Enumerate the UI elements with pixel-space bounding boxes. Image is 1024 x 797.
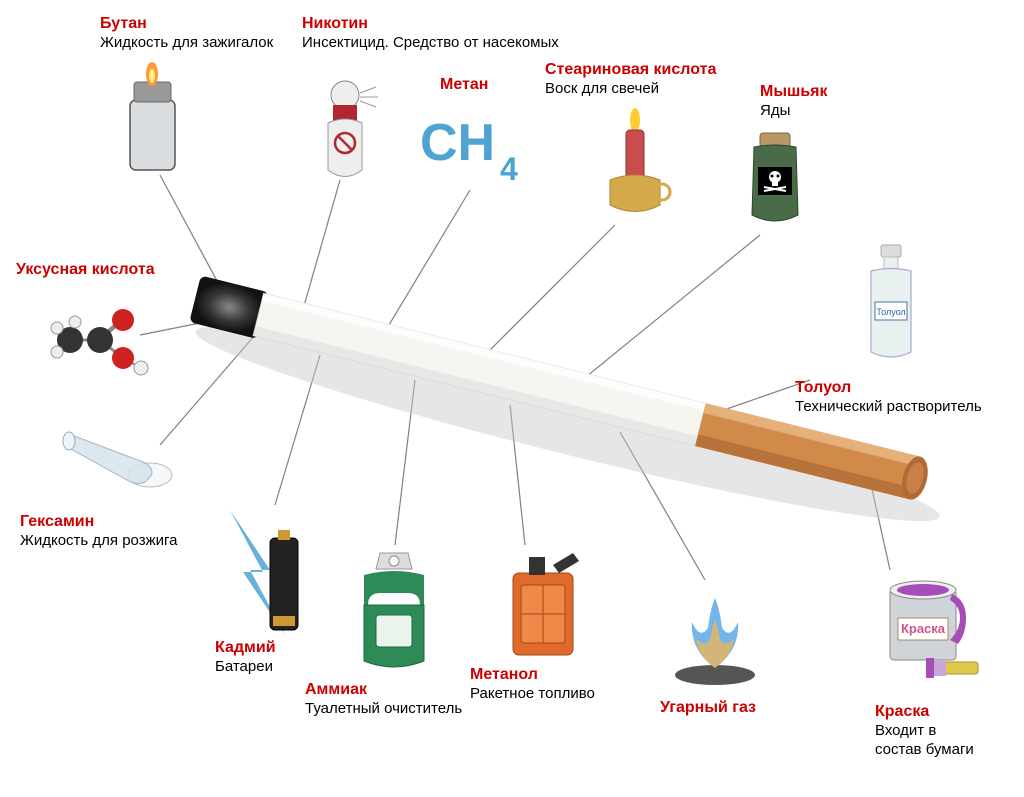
- subtitle-butane: Жидкость для зажигалок: [100, 34, 273, 53]
- cadmium-icon: [215, 500, 325, 645]
- subtitle-paint: Входит в состав бумаги: [875, 722, 974, 760]
- svg-text:CH: CH: [420, 114, 495, 172]
- title-arsenic: Мышьяк: [760, 82, 828, 102]
- stearic-icon: [590, 100, 680, 235]
- label-paint: КраскаВходит в состав бумаги: [875, 702, 974, 760]
- title-acetic: Уксусная кислота: [16, 260, 155, 280]
- title-paint: Краска: [875, 702, 974, 722]
- subtitle-ammonia: Туалетный очиститель: [305, 700, 462, 719]
- title-ammonia: Аммиак: [305, 680, 462, 700]
- hexamine-icon: [55, 420, 175, 505]
- label-acetic: Уксусная кислота: [16, 260, 155, 280]
- title-stearic: Стеариновая кислота: [545, 60, 716, 80]
- butane-icon: [110, 60, 195, 185]
- svg-text:4: 4: [500, 151, 518, 187]
- label-hexamine: ГексаминЖидкость для розжига: [20, 512, 178, 551]
- arsenic-icon: [740, 125, 815, 240]
- title-co: Угарный газ: [660, 698, 756, 718]
- co-icon: [660, 580, 770, 695]
- label-methanol: МетанолРакетное топливо: [470, 665, 595, 704]
- label-co: Угарный газ: [660, 698, 756, 718]
- svg-text:Толуол: Толуол: [876, 307, 905, 317]
- subtitle-methanol: Ракетное топливо: [470, 685, 595, 704]
- title-toluene: Толуол: [795, 378, 982, 398]
- label-nicotine: НикотинИнсектицид. Средство от насекомых: [302, 14, 559, 53]
- label-ammonia: АммиакТуалетный очиститель: [305, 680, 462, 719]
- svg-text:Краска: Краска: [901, 621, 946, 636]
- label-stearic: Стеариновая кислотаВоск для свечей: [545, 60, 716, 99]
- nicotine-icon: [310, 65, 390, 190]
- subtitle-toluene: Технический растворитель: [795, 398, 982, 417]
- title-hexamine: Гексамин: [20, 512, 178, 532]
- subtitle-hexamine: Жидкость для розжига: [20, 532, 178, 551]
- ammonia-icon: [350, 545, 440, 680]
- label-arsenic: МышьякЯды: [760, 82, 828, 121]
- subtitle-cadmium: Батареи: [215, 658, 276, 677]
- label-methane: Метан: [440, 75, 488, 95]
- label-toluene: ТолуолТехнический растворитель: [795, 378, 982, 417]
- title-nicotine: Никотин: [302, 14, 559, 34]
- title-butane: Бутан: [100, 14, 273, 34]
- methane-icon: CH4: [420, 100, 530, 195]
- subtitle-arsenic: Яды: [760, 102, 828, 121]
- methanol-icon: [495, 545, 590, 670]
- paint-icon: Краска: [870, 570, 990, 705]
- subtitle-nicotine: Инсектицид. Средство от насекомых: [302, 34, 559, 53]
- acetic-icon: [45, 290, 155, 385]
- title-methane: Метан: [440, 75, 488, 95]
- toluene-icon: Толуол: [855, 240, 930, 375]
- subtitle-stearic: Воск для свечей: [545, 80, 716, 99]
- label-butane: БутанЖидкость для зажигалок: [100, 14, 273, 53]
